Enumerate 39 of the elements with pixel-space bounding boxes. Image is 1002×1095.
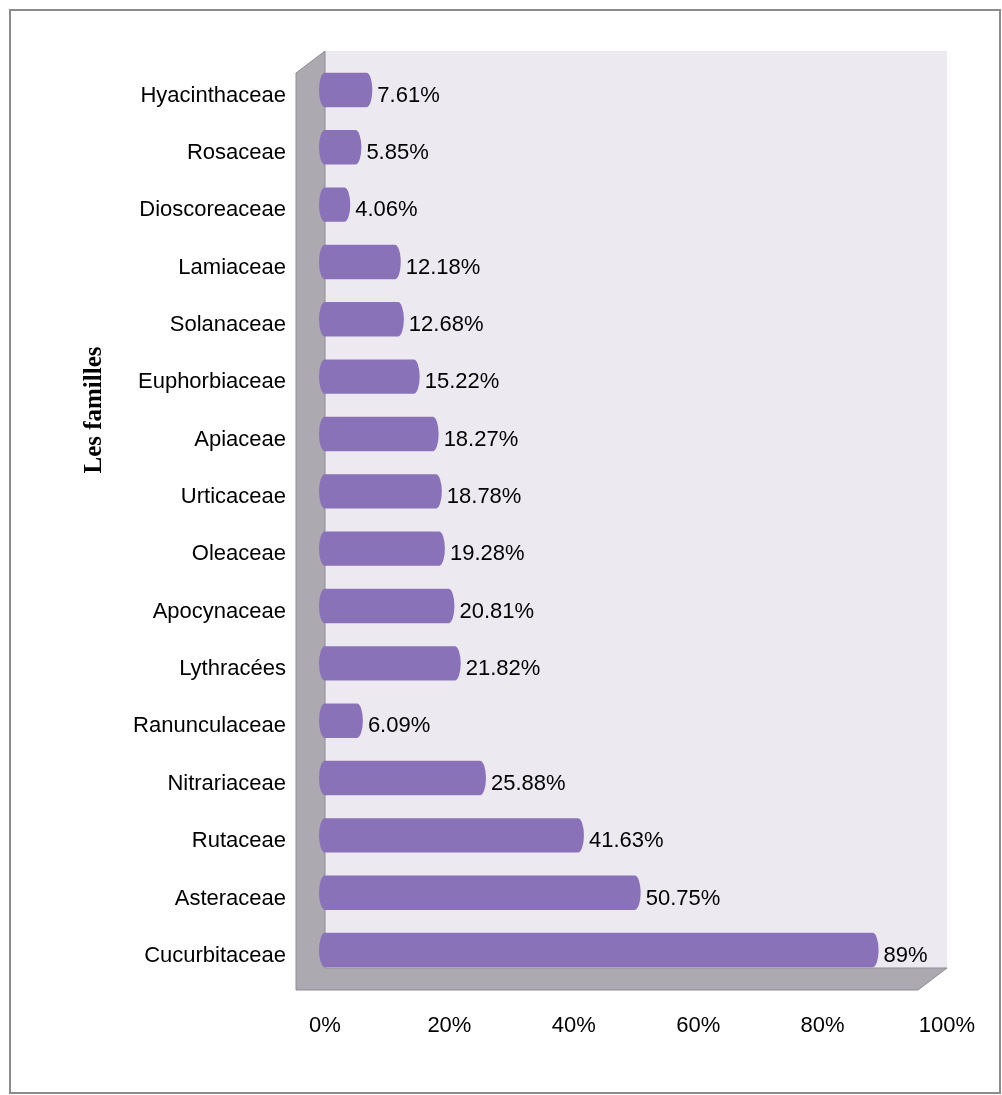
data-label: 19.28%: [449, 540, 525, 566]
y-tick-label: Oleaceae: [191, 540, 286, 566]
data-label: 7.61%: [377, 81, 440, 107]
x-tick-label: 80%: [800, 1011, 845, 1037]
x-tick-label: 100%: [918, 1011, 976, 1037]
data-label: 20.81%: [459, 597, 535, 623]
data-label: 4.06%: [355, 196, 418, 222]
data-label: 41.63%: [588, 827, 664, 853]
y-tick-label: Dioscoreaceae: [139, 196, 286, 222]
y-tick-label: Urticaceae: [180, 483, 286, 509]
y-tick-label: Nitrariaceae: [167, 769, 286, 795]
y-tick-label: Apocynaceae: [152, 597, 286, 623]
data-label: 21.82%: [465, 655, 541, 681]
y-tick-label: Ranunculaceae: [133, 712, 286, 738]
y-tick-label: Hyacinthaceae: [140, 81, 286, 107]
y-tick-label: Asteraceae: [174, 884, 286, 910]
data-label: 15.22%: [424, 368, 500, 394]
x-tick-label: 20%: [427, 1011, 472, 1037]
data-label: 89%: [883, 941, 928, 967]
x-tick-label: 0%: [309, 1011, 341, 1037]
data-label: 6.09%: [367, 712, 431, 738]
y-axis-title: Les familles: [78, 346, 106, 474]
data-label: 12.18%: [405, 253, 481, 279]
x-tick-label: 40%: [551, 1011, 596, 1037]
y-tick-label: Rosaceae: [186, 139, 286, 165]
data-label: 12.68%: [408, 311, 484, 337]
y-tick-label: Lamiaceae: [178, 253, 286, 279]
y-tick-label: Cucurbitaceae: [144, 941, 286, 967]
data-label: 18.27%: [443, 425, 519, 451]
x-tick-label: 60%: [676, 1011, 721, 1037]
data-label: 5.85%: [366, 139, 429, 165]
y-tick-label: Rutaceae: [191, 827, 286, 853]
y-tick-label: Apiaceae: [194, 425, 286, 451]
y-tick-label: Lythracées: [179, 655, 286, 681]
data-label: 25.88%: [490, 769, 566, 795]
data-label: 18.78%: [446, 483, 522, 509]
y-tick-label: Solanaceae: [169, 311, 286, 337]
y-tick-label: Euphorbiaceae: [137, 368, 286, 394]
data-label: 50.75%: [645, 884, 721, 910]
